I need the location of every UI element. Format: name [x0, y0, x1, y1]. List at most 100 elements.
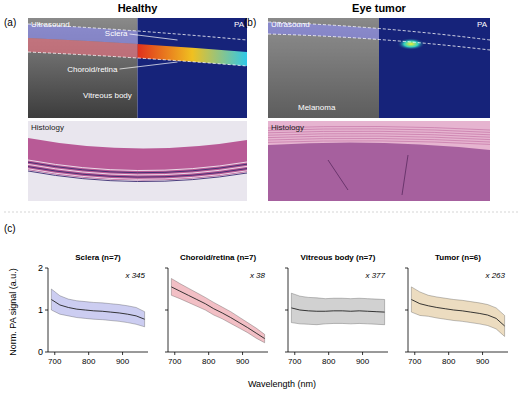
x-tick-label: 800: [322, 357, 336, 366]
tumor-region: [268, 34, 379, 118]
x-tick: [448, 352, 449, 355]
image-label: Choroid/retina: [67, 65, 118, 74]
figure-root: Healthy (a) Ultrasound PA Sclera Choroid/reti…: [0, 0, 522, 393]
y-tick: [45, 352, 48, 353]
x-tick-label: 900: [116, 357, 130, 366]
plot-data: [51, 289, 144, 327]
x-tick-label: 900: [476, 357, 490, 366]
x-tick: [362, 352, 363, 355]
pointer: [120, 62, 178, 69]
y-tick: [405, 268, 408, 269]
annotation: x 345: [124, 271, 145, 280]
x-axis: [48, 352, 148, 353]
chart: Vitreous body (n=7)700800900x 377: [285, 253, 388, 366]
x-tick: [174, 352, 175, 355]
tissue-band: [268, 121, 490, 150]
x-axis: [288, 352, 388, 353]
x-tick-label: 700: [48, 357, 62, 366]
pa-tumor-signal: [397, 38, 425, 50]
image-label: Ultrasound: [271, 20, 310, 29]
x-tick-label: 800: [82, 357, 96, 366]
histology-bg: [28, 121, 247, 201]
x-tick: [242, 352, 243, 355]
tissue-crack: [328, 155, 408, 195]
histology-image: [268, 121, 490, 201]
error-band: [411, 287, 504, 337]
chart: Tumor (n=6) 700 800 900 x 263: [405, 253, 508, 366]
image: [268, 18, 490, 118]
x-tick-label: 900: [236, 357, 250, 366]
y-tick: [405, 352, 408, 353]
image-label: Histology: [271, 123, 304, 132]
chart-title: Tumor (n=6): [435, 253, 481, 262]
y-tick: [285, 268, 288, 269]
annotation: x 263: [484, 271, 505, 280]
image-panel: [28, 18, 247, 201]
x-tick: [208, 352, 209, 355]
y-tick: [165, 352, 168, 353]
x-tick: [54, 352, 55, 355]
chart: Choroid/retina (n=7)700800900x 38: [165, 253, 268, 366]
error-band: [171, 279, 264, 343]
error-band: [291, 293, 384, 325]
y-tick: [165, 310, 168, 311]
figure: Healthy (a) Ultrasound PA Sclera Choroid/reti…: [0, 0, 522, 393]
x-tick-label: 700: [288, 357, 302, 366]
panel-title: Healthy: [118, 2, 159, 14]
mean-line: [411, 300, 504, 326]
y-tick: [45, 310, 48, 311]
chart-title: Sclera (n=7): [75, 253, 121, 262]
y-tick-label: 2: [38, 263, 43, 273]
x-tick-label: 800: [442, 357, 456, 366]
tissue-layer: [28, 171, 247, 182]
panel-label: (b): [244, 17, 256, 28]
pa-image: [138, 18, 248, 118]
y-tick-label: 1: [38, 305, 43, 315]
image-label: PA: [477, 20, 488, 29]
image-label: Sclera: [105, 29, 128, 38]
x-tick: [122, 352, 123, 355]
x-tick-label: 800: [202, 357, 216, 366]
image-label: Melanoma: [298, 103, 336, 112]
y-tick: [405, 310, 408, 311]
panel-label: (a): [4, 17, 16, 28]
image-label: Ultrasound: [31, 20, 70, 29]
separator: [4, 212, 518, 213]
panel-label: (c): [4, 223, 16, 234]
pointer: [130, 34, 178, 40]
ultrasound-overlay: [268, 22, 379, 118]
annotation: x 38: [249, 271, 266, 280]
x-tick: [414, 352, 415, 355]
image-panel: [268, 18, 490, 201]
x-axis: [168, 352, 268, 353]
annotation: x 377: [364, 271, 385, 280]
plot-data: [171, 279, 264, 343]
dashed-boundary: [28, 52, 247, 66]
x-tick: [88, 352, 89, 355]
y-tick: [165, 268, 168, 269]
y-tick: [285, 310, 288, 311]
axis-title: Norm. PA signal (a.u.): [8, 268, 18, 355]
axis-title: Wavelength (nm): [248, 379, 316, 389]
pa-overlay: [138, 38, 248, 66]
plot-data: [411, 287, 504, 337]
x-tick-label: 700: [168, 357, 182, 366]
tissue-layer: [268, 141, 490, 145]
plot-data: [291, 293, 384, 325]
chart-title: Vitreous body (n=7): [301, 253, 376, 262]
image-label: Histology: [31, 123, 64, 132]
x-tick: [482, 352, 483, 355]
y-tick: [285, 352, 288, 353]
y-tick-label: 0: [38, 347, 43, 357]
histology-image: [28, 121, 247, 201]
x-axis: [408, 352, 508, 353]
y-tick: [45, 268, 48, 269]
pa-choroid-signal: [138, 38, 248, 66]
mean-line: [291, 308, 384, 312]
x-tick-label: 700: [408, 357, 422, 366]
chart: Sclera (n=7) 0 1 2 700 800 900 x 345: [38, 253, 148, 366]
tissue-band: [28, 138, 247, 181]
error-band: [51, 289, 144, 327]
x-tick: [328, 352, 329, 355]
dashed-boundary: [268, 34, 490, 50]
